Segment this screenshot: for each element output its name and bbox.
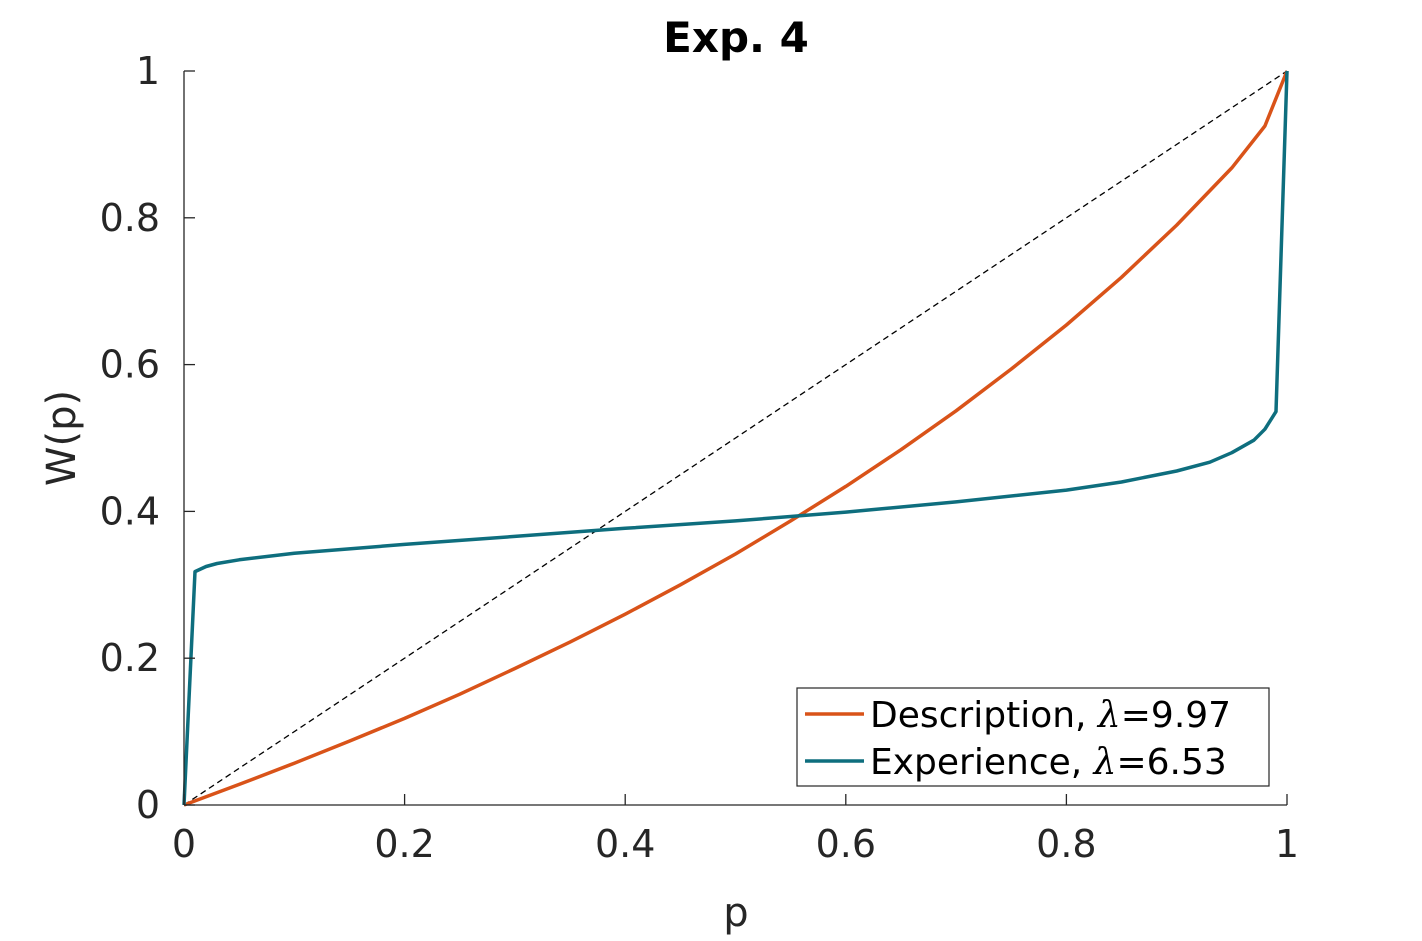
x-tick-label: 0	[172, 822, 196, 866]
x-tick-label: 0.2	[374, 822, 434, 866]
y-tick-label: 0.6	[100, 343, 160, 387]
legend-box	[796, 687, 1270, 787]
series-line-description	[183, 70, 1289, 807]
legend-label-experience-symbol: λ	[1092, 742, 1117, 783]
reference-diagonal-line	[183, 70, 1288, 806]
chart-title: Exp. 4	[663, 13, 809, 62]
axes: 0 0.2 0.4 0.6 0.8 1 0 0.2 0.4 0.6 0.8 1	[100, 49, 1300, 866]
legend-label-description-symbol: λ	[1096, 695, 1121, 736]
legend: Description, λ=9.97 Experience, λ=6.53	[796, 687, 1270, 787]
y-axis-label: W(p)	[39, 390, 85, 486]
y-tick-label: 0.8	[100, 196, 160, 240]
y-tick-label: 0.4	[100, 489, 160, 533]
legend-label-experience: Experience, λ=6.53	[870, 742, 1227, 783]
legend-label-experience-value: =6.53	[1116, 742, 1226, 783]
legend-label-description-prefix: Description,	[870, 695, 1098, 736]
x-tick-label: 1	[1275, 822, 1299, 866]
plot-area	[182, 70, 1289, 807]
x-tick-label: 0.8	[1036, 822, 1096, 866]
legend-label-description: Description, λ=9.97	[870, 695, 1231, 736]
x-axis-label: p	[723, 890, 748, 936]
x-tick-label: 0.6	[816, 822, 876, 866]
series-line-experience	[182, 70, 1289, 806]
legend-label-description-value: =9.97	[1121, 695, 1231, 736]
y-tick-label: 1	[136, 49, 160, 93]
x-tick-label: 0.4	[595, 822, 655, 866]
legend-label-experience-prefix: Experience,	[870, 742, 1094, 783]
y-tick-label: 0	[136, 783, 160, 827]
y-tick-label: 0.2	[100, 636, 160, 680]
